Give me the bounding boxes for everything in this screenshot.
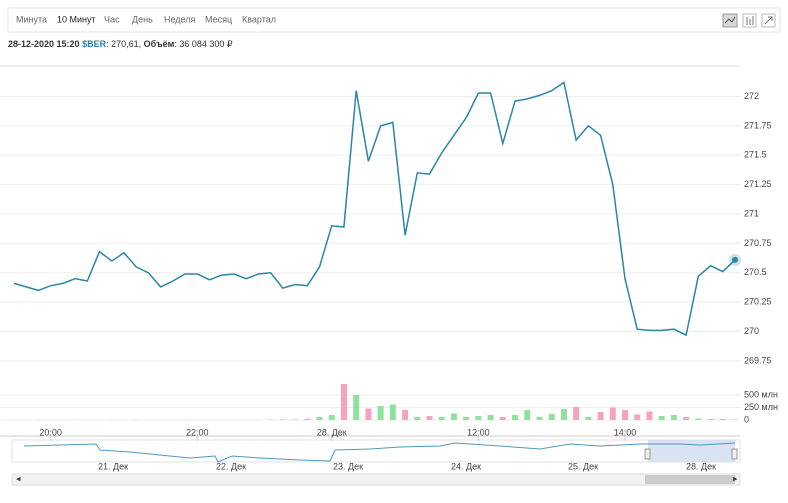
volume-bar: [573, 407, 579, 420]
y-tick-label: 270: [744, 326, 759, 336]
volume-bar: [598, 412, 604, 420]
tab[interactable]: Неделя: [164, 14, 196, 24]
tab[interactable]: 10 Минут: [57, 14, 96, 24]
volume-bar: [280, 420, 286, 421]
date: 28-12-2020 15:20: [8, 39, 80, 49]
volume-bar: [659, 416, 665, 420]
y-tick-label: 270.75: [744, 238, 772, 248]
volume-tick-label: 0: [744, 414, 749, 424]
y-tick-label: 270.5: [744, 267, 767, 277]
navigator-label: 24. Дек: [451, 461, 481, 471]
x-tick-label: 20:00: [39, 427, 62, 437]
y-tick-label: 271: [744, 208, 759, 218]
y-tick-label: 272: [744, 91, 759, 101]
volume-bar: [426, 416, 432, 420]
volume-tick-label: 500 млн: [744, 389, 778, 399]
volume-bar: [378, 406, 384, 420]
volume-bar: [353, 395, 359, 420]
volume-bar: [683, 417, 689, 420]
volume-bar: [475, 416, 481, 420]
volume-bar: [414, 417, 420, 420]
volume-bar: [585, 417, 591, 420]
tab[interactable]: День: [132, 14, 153, 24]
scroll-left[interactable]: ◂: [16, 473, 21, 483]
navigator-handle[interactable]: [732, 449, 737, 459]
price-line: [14, 82, 735, 335]
volume-bar: [622, 410, 628, 420]
volume-bar: [695, 419, 701, 421]
volume-bar: [512, 415, 518, 420]
x-tick-label: 14:00: [614, 427, 637, 437]
volume-bar: [488, 415, 494, 420]
x-tick-label: 28. Дек: [317, 427, 347, 437]
tab[interactable]: Час: [104, 14, 120, 24]
navigator-label: 21. Дек: [98, 461, 128, 471]
volume-bar: [500, 417, 506, 420]
last-point: [732, 257, 738, 263]
scroll-right[interactable]: ▸: [733, 473, 738, 483]
volume-bar: [390, 405, 396, 421]
volume-bar: [634, 415, 640, 421]
volume-bar: [720, 419, 726, 420]
y-tick-label: 271.5: [744, 150, 767, 160]
volume-bar: [304, 419, 310, 420]
navigator-handle[interactable]: [645, 449, 650, 459]
tab[interactable]: Квартал: [242, 14, 276, 24]
volume-bar: [610, 408, 616, 421]
navigator-label: 25. Дек: [568, 461, 598, 471]
y-tick-label: 271.25: [744, 179, 772, 189]
y-tick-label: 270.25: [744, 297, 772, 307]
volume-bar: [561, 409, 567, 420]
volume-bar: [402, 410, 408, 420]
volume-bar: [451, 414, 457, 421]
toolbar: [8, 8, 780, 32]
volume-bar: [646, 412, 652, 421]
x-tick-label: 12:00: [467, 427, 490, 437]
view-icons: [723, 14, 775, 27]
volume-bar: [671, 415, 677, 420]
scrollbar[interactable]: [12, 474, 740, 485]
volume-bar: [463, 417, 469, 420]
volume-bar: [524, 410, 530, 420]
info-line: 28-12-2020 15:20 $BER: 270,61, Объём: 36…: [8, 39, 233, 49]
navigator-label: 28. Дек: [686, 461, 716, 471]
volume-bar: [708, 419, 714, 420]
volume-bar: [341, 384, 347, 420]
x-tick-label: 22:00: [186, 427, 209, 437]
volume-bar: [536, 417, 542, 420]
price: : 270,61,: [106, 39, 141, 49]
volume-bar: [732, 420, 738, 421]
volume-tick-label: 250 млн: [744, 402, 778, 412]
volume-bar: [329, 415, 335, 420]
ticker: $BER: [82, 39, 107, 49]
y-tick-label: 271.75: [744, 120, 772, 130]
volume-bar: [439, 417, 445, 420]
navigator-label: 22. Дек: [216, 461, 246, 471]
navigator-label: 23. Дек: [333, 461, 363, 471]
volume-bar: [549, 414, 555, 420]
volume-bar: [365, 409, 371, 421]
volume: : 36 084 300 ₽: [174, 39, 233, 49]
volume-bar: [317, 417, 323, 420]
y-tick-label: 269.75: [744, 355, 772, 365]
tab[interactable]: Минута: [16, 14, 47, 24]
volume-label: Объём: [144, 39, 175, 49]
scrollbar-thumb[interactable]: [645, 475, 735, 484]
volume-bar: [292, 419, 298, 420]
tab[interactable]: Месяц: [205, 14, 232, 24]
